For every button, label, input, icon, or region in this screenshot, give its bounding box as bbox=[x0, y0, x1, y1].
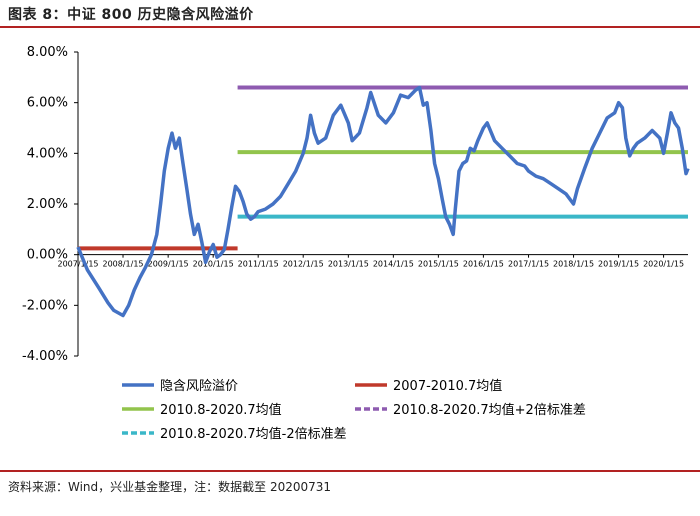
x-tick-label: 2011/1/15 bbox=[238, 260, 279, 269]
x-tick-label: 2008/1/15 bbox=[103, 260, 144, 269]
footer-divider bbox=[0, 470, 700, 472]
x-tick-label: 2019/1/15 bbox=[598, 260, 639, 269]
y-tick-label: 6.00% bbox=[27, 96, 68, 111]
source-note: 资料来源：Wind，兴业基金整理，注：数据截至 20200731 bbox=[8, 480, 332, 494]
legend-label-3: 2010.8-2020.7均值+2倍标准差 bbox=[393, 402, 586, 418]
legend-label-0: 隐含风险溢价 bbox=[160, 378, 238, 394]
series-line-premium bbox=[76, 85, 690, 318]
x-tick-label: 2016/1/15 bbox=[463, 260, 504, 269]
y-tick-label: 8.00% bbox=[27, 45, 68, 60]
y-tick-label: 4.00% bbox=[27, 146, 68, 161]
x-tick-label: 2012/1/15 bbox=[283, 260, 324, 269]
x-tick-label: 2013/1/15 bbox=[328, 260, 369, 269]
y-tick-label: -2.00% bbox=[22, 298, 68, 313]
legend-label-4: 2010.8-2020.7均值-2倍标准差 bbox=[160, 426, 347, 442]
legend-label-2: 2010.8-2020.7均值 bbox=[160, 402, 282, 418]
y-tick-label: 2.00% bbox=[27, 197, 68, 212]
y-tick-label: 0.00% bbox=[27, 248, 68, 263]
title-divider bbox=[0, 26, 700, 28]
x-tick-label: 2017/1/15 bbox=[508, 260, 549, 269]
x-tick-label: 2018/1/15 bbox=[553, 260, 594, 269]
x-tick-label: 2009/1/15 bbox=[148, 260, 189, 269]
risk-premium-chart: 8.00% 6.00% 4.00% 2.00% 0.00% -2.00% -4.00% 200… bbox=[22, 45, 690, 442]
x-tick-label: 2014/1/15 bbox=[373, 260, 414, 269]
x-tick-label: 2007/1/15 bbox=[57, 260, 98, 269]
chart-title: 图表 8：中证 800 历史隐含风险溢价 bbox=[8, 7, 254, 23]
y-tick-label: -4.00% bbox=[22, 349, 68, 364]
x-tick-label: 2010/1/15 bbox=[193, 260, 234, 269]
x-tick-label: 2015/1/15 bbox=[418, 260, 459, 269]
x-tick-label: 2020/1/15 bbox=[643, 260, 684, 269]
legend-label-1: 2007-2010.7均值 bbox=[393, 378, 502, 394]
